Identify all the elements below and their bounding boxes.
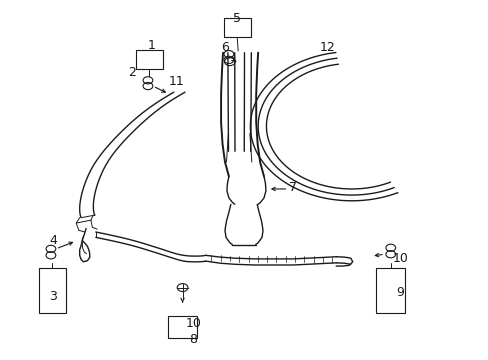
Text: 5: 5: [233, 12, 241, 25]
Text: 7: 7: [289, 181, 297, 194]
Bar: [375, 268, 405, 313]
Bar: [136, 50, 163, 69]
Text: 12: 12: [319, 41, 335, 54]
Text: 4: 4: [49, 234, 57, 247]
Text: 1: 1: [147, 39, 156, 52]
Text: 3: 3: [49, 290, 57, 303]
Bar: [224, 18, 250, 37]
Text: 6: 6: [221, 41, 228, 54]
Text: 10: 10: [392, 252, 407, 265]
Text: 8: 8: [189, 333, 197, 346]
Text: 10: 10: [185, 317, 201, 330]
Bar: [167, 316, 197, 338]
Text: 2: 2: [128, 66, 136, 79]
Text: 11: 11: [168, 75, 184, 88]
Text: 9: 9: [396, 287, 404, 300]
Bar: [39, 268, 65, 313]
